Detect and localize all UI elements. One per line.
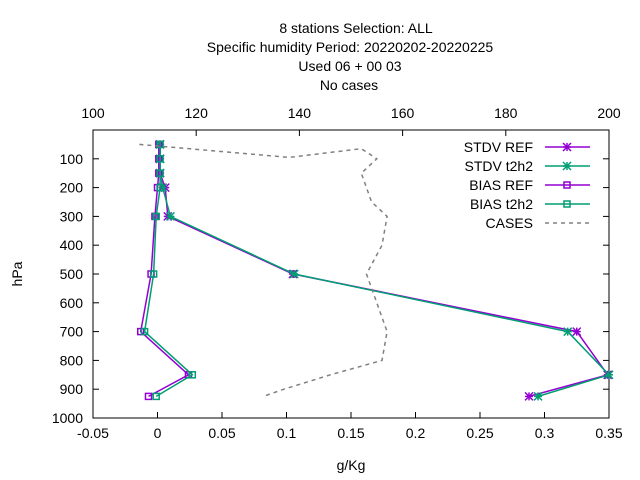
legend-label: STDV t2h2 (465, 158, 534, 174)
legend-label: BIAS t2h2 (470, 196, 533, 212)
x2-tick-label: 180 (494, 105, 518, 121)
title-line-2: Specific humidity Period: 20220202-20220… (207, 39, 494, 55)
series-line (143, 144, 194, 398)
legend-marker (563, 181, 571, 189)
data-point (152, 392, 160, 401)
legend-marker (562, 142, 572, 152)
x-tick-label: 0.1 (277, 425, 297, 441)
data-point (563, 327, 573, 337)
data-point (152, 212, 160, 221)
series-stdv-ref (155, 139, 613, 401)
y-tick-label: 100 (60, 151, 84, 167)
data-point (524, 391, 534, 401)
data-point (156, 155, 164, 163)
x-tick-label: 0.2 (406, 425, 426, 441)
x2-tick-label: 120 (185, 105, 209, 121)
legend-marker (563, 200, 571, 208)
x-tick-label: 0.35 (595, 425, 622, 441)
x-axis-ticks: -0.05 0 0.05 0.1 0.15 0.2 0.25 0.3 0.35 (77, 412, 623, 441)
data-point (533, 391, 543, 401)
data-point (165, 211, 175, 221)
x2-tick-label: 140 (288, 105, 312, 121)
series-line (139, 144, 190, 398)
x-tick-label: -0.05 (77, 425, 109, 441)
data-point (140, 327, 149, 336)
y-axis-label: hPa (9, 261, 25, 286)
y-tick-label: 200 (60, 180, 84, 196)
title-line-1: 8 stations Selection: ALL (279, 20, 433, 36)
title-line-4: No cases (320, 77, 378, 93)
series-line (159, 144, 609, 398)
data-point (149, 270, 158, 278)
y-tick-label: 1000 (52, 410, 83, 426)
data-point (289, 269, 299, 279)
legend-marker (562, 161, 572, 171)
x2-tick-label: 200 (597, 105, 621, 121)
series-bias-ref (136, 140, 193, 401)
data-point (188, 371, 197, 379)
legend-label: BIAS REF (469, 177, 533, 193)
chart-title: 8 stations Selection: ALL Specific humid… (207, 20, 494, 93)
data-point (144, 392, 153, 401)
y-tick-label: 500 (60, 266, 84, 282)
title-line-3: Used 06 + 00 03 (298, 58, 401, 74)
legend: STDV REF STDV t2h2 BIAS REF BIAS t2h2 CASES (464, 139, 590, 231)
series-stdv-t2h2 (155, 139, 614, 401)
y-tick-label: 600 (60, 295, 84, 311)
data-point (572, 327, 582, 337)
series-layer (136, 139, 614, 401)
y-tick-label: 700 (60, 324, 84, 340)
series-line (159, 144, 611, 398)
y-tick-label: 300 (60, 208, 84, 224)
x-tick-label: 0 (154, 425, 162, 441)
y-axis-ticks: 100 200 300 400 500 600 700 800 900 1000 (52, 151, 609, 426)
y-tick-label: 400 (60, 237, 84, 253)
x-axis-label: g/Kg (337, 457, 366, 473)
data-point (604, 370, 614, 380)
data-point (156, 169, 164, 177)
x2-axis-ticks: 100 120 140 160 180 200 (81, 105, 621, 136)
data-point (156, 140, 164, 149)
y-tick-label: 900 (60, 381, 84, 397)
x-tick-label: 0.25 (466, 425, 493, 441)
x-tick-label: 0.05 (208, 425, 235, 441)
x2-tick-label: 100 (81, 105, 105, 121)
x-tick-label: 0.15 (337, 425, 364, 441)
data-point (156, 183, 164, 192)
data-point (136, 327, 145, 336)
x-tick-label: 0.3 (535, 425, 555, 441)
legend-label: CASES (486, 215, 533, 231)
x2-tick-label: 160 (391, 105, 415, 121)
series-bias-t2h2 (140, 140, 197, 401)
series-cases (139, 143, 388, 398)
series-line (139, 143, 388, 398)
y-tick-label: 800 (60, 352, 84, 368)
legend-label: STDV REF (464, 139, 533, 155)
